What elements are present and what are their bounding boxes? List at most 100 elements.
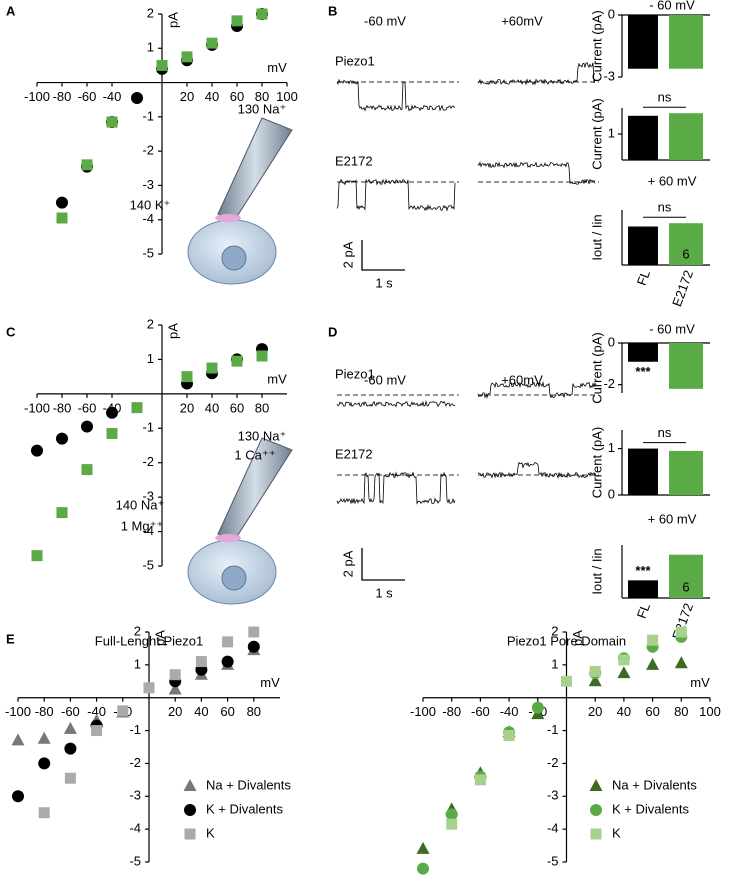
data-point — [143, 682, 155, 694]
panel-label: A — [6, 3, 16, 18]
x-tick-label: -40 — [103, 89, 122, 104]
x-tick-label: 60 — [230, 89, 244, 104]
chart-title: - 60 mV — [649, 321, 695, 336]
inset-cell-a — [187, 117, 293, 285]
data-point — [417, 862, 429, 875]
x-tick-label: 60 — [230, 400, 244, 415]
data-point — [256, 8, 268, 20]
bar — [669, 450, 703, 495]
y-tick-label: 0 — [608, 334, 615, 349]
x-tick-label: -40 — [500, 704, 519, 719]
y-tick-label: -5 — [129, 853, 141, 868]
condition-label: -60 mV — [364, 13, 406, 28]
y-tick-label: 1 — [608, 125, 615, 140]
x-tick-label: -80 — [53, 89, 72, 104]
x-tick-label: 80 — [674, 704, 688, 719]
y-tick-label: 1 — [147, 40, 154, 55]
data-point — [63, 721, 77, 734]
data-point — [674, 656, 688, 669]
x-tick-label: 100 — [276, 89, 298, 104]
y-axis-label: pA — [165, 323, 180, 339]
data-point — [106, 427, 118, 439]
y-tick-label: -5 — [142, 557, 154, 572]
data-point — [131, 402, 143, 414]
x-tick-label: -60 — [61, 704, 80, 719]
y-axis-label: pA — [570, 630, 585, 646]
data-point — [617, 666, 631, 679]
y-tick-label: -2 — [142, 143, 154, 158]
data-point — [221, 655, 234, 668]
x-tick-label: 40 — [194, 704, 208, 719]
legend-label: K + Divalents — [612, 801, 689, 816]
x-tick-label: -60 — [78, 89, 97, 104]
legend-marker — [590, 804, 602, 816]
data-point — [206, 37, 218, 49]
x-tick-label: -80 — [53, 400, 72, 415]
bar — [669, 343, 703, 389]
y-tick-label: -2 — [603, 376, 615, 391]
x-tick-label: -60 — [471, 704, 490, 719]
x-tick-label: FL — [634, 601, 653, 620]
data-point — [12, 790, 24, 803]
y-tick-label: -4 — [129, 821, 141, 836]
y-tick-label: -4 — [142, 523, 154, 538]
data-point — [256, 350, 268, 362]
data-point — [117, 705, 129, 717]
y-tick-label: 2 — [147, 316, 154, 331]
n-label: 6 — [682, 579, 689, 594]
bar — [669, 223, 703, 265]
significance: *** — [635, 364, 651, 379]
construct-label: E2172 — [335, 446, 373, 461]
legend-marker — [184, 828, 196, 840]
current-trace — [477, 62, 596, 86]
y-tick-label: 0 — [608, 6, 615, 21]
legend-label: Na + Divalents — [612, 777, 697, 792]
y-tick-label: -4 — [547, 821, 559, 836]
x-tick-label: 40 — [205, 89, 219, 104]
data-point — [56, 432, 68, 445]
data-point — [646, 657, 660, 670]
data-point — [81, 464, 93, 476]
x-tick-label: 100 — [699, 704, 721, 719]
chart-title: Full-Lenght Piezo1 — [95, 633, 203, 648]
legend-label: K + Divalents — [206, 801, 283, 816]
y-tick-label: 1 — [134, 656, 141, 671]
construct-label: E2172 — [335, 153, 373, 168]
n-label: 8 — [639, 246, 646, 261]
annotation: 1 Mg⁺⁺ — [121, 518, 164, 533]
scale-bar — [361, 548, 405, 581]
x-tick-label: 80 — [255, 400, 269, 415]
y-tick-label: -3 — [142, 489, 154, 504]
data-point — [222, 636, 234, 648]
bar — [628, 580, 658, 598]
bar — [628, 343, 658, 362]
current-trace — [477, 161, 596, 185]
significance: *** — [635, 563, 651, 578]
y-tick-label: 1 — [608, 440, 615, 455]
panel-label: C — [6, 324, 16, 339]
data-point — [446, 818, 458, 830]
condition-label: -60 mV — [364, 372, 406, 387]
current-trace — [336, 178, 456, 212]
data-point — [38, 757, 51, 770]
data-point — [588, 674, 602, 687]
y-axis-label: pA — [152, 630, 167, 646]
n-label: 9 — [639, 579, 646, 594]
annotation: 130 Na⁺ — [238, 101, 287, 116]
x-tick-label: 40 — [205, 400, 219, 415]
y-axis-label: Current (pA) — [589, 332, 604, 404]
inset-cell-c — [187, 437, 293, 605]
construct-label: Piezo1 — [335, 53, 375, 68]
x-tick-label: 80 — [255, 89, 269, 104]
data-point — [589, 665, 601, 677]
y-tick-label: -3 — [129, 788, 141, 803]
y-axis-label: pA — [165, 12, 180, 28]
x-tick-label: -100 — [410, 704, 436, 719]
y-tick-label: -1 — [142, 108, 154, 123]
panel-label: D — [328, 324, 337, 339]
chart-title: Piezo1 Pore Domain — [507, 633, 626, 648]
x-tick-label: -100 — [5, 704, 31, 719]
x-tick-label: -60 — [78, 400, 97, 415]
data-point — [248, 626, 260, 638]
scale-current: 2 pA — [340, 241, 355, 268]
